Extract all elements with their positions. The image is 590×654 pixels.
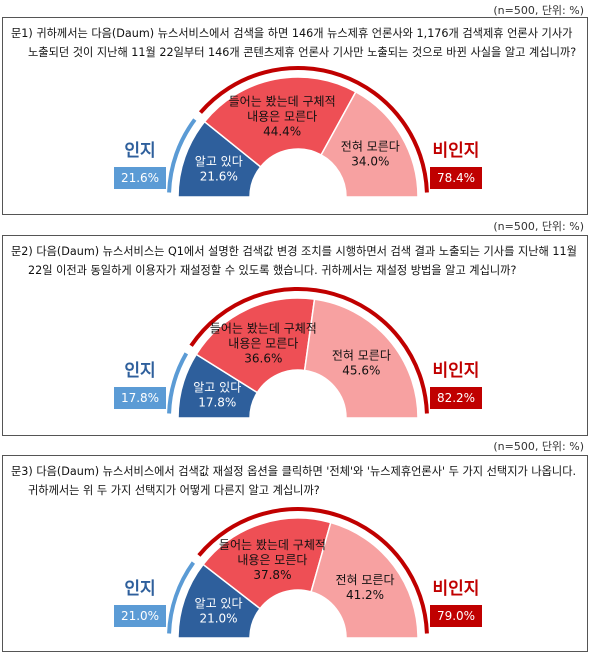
slice-category-label: 들어는 봤는데 구체적 <box>219 538 326 552</box>
slice-value-label: 44.4% <box>263 125 301 139</box>
unaware-value-badge: 79.0% <box>430 605 482 627</box>
aware-label: 인지 <box>124 141 156 161</box>
aware-rim-arc <box>167 561 195 634</box>
slice-partial <box>203 76 357 168</box>
question-text: 문2) 다음(Daum) 뉴스서비스는 Q1에서 설명한 검색값 변경 조치를 … <box>11 242 581 280</box>
slice-value-label: 45.6% <box>342 363 380 377</box>
slice-category-label: 내용은 모른다 <box>228 337 298 351</box>
slice-category-label: 전혀 모른다 <box>332 348 391 362</box>
question-line-2: 22일 이전과 동일하게 이용자가 재설정할 수 있도록 했습니다. 귀하께서는… <box>28 264 517 277</box>
slice-category-label: 전혀 모른다 <box>336 573 395 587</box>
unaware-label: 비인지 <box>432 361 480 381</box>
aware-label: 인지 <box>124 361 156 381</box>
slice-value-label: 41.2% <box>346 588 384 602</box>
unaware-summary: 비인지 82.2% <box>423 356 489 409</box>
aware-value-badge: 21.6% <box>114 167 166 189</box>
slice-category-label: 알고 있다 <box>193 380 241 394</box>
unaware-label: 비인지 <box>432 141 480 161</box>
slice-unaware <box>310 521 419 639</box>
slice-category-label: 알고 있다 <box>195 155 243 169</box>
slice-partial <box>195 297 316 394</box>
slice-value-label: 37.8% <box>253 568 291 582</box>
slice-value-label: 34.0% <box>351 155 389 169</box>
slice-value-label: 17.8% <box>198 395 236 409</box>
aware-summary: 인지 21.6% <box>107 136 173 189</box>
unaware-rim-arc <box>189 287 429 414</box>
slice-category-label: 내용은 모른다 <box>247 110 317 124</box>
question-text: 문1) 귀하께서는 다음(Daum) 뉴스서비스에서 검색을 하면 146개 뉴… <box>11 24 581 62</box>
slice-value-label: 21.0% <box>199 611 237 625</box>
unaware-rim-arc <box>198 66 429 193</box>
sample-size-note: (n=500, 단위: %) <box>493 440 584 453</box>
question-line-1: 문1) 귀하께서는 다음(Daum) 뉴스서비스에서 검색을 하면 146개 뉴… <box>11 27 573 40</box>
sample-size-note: (n=500, 단위: %) <box>493 4 584 17</box>
unaware-value-badge: 78.4% <box>430 167 482 189</box>
question-box: 문1) 귀하께서는 다음(Daum) 뉴스서비스에서 검색을 하면 146개 뉴… <box>2 17 588 215</box>
question-text: 문3) 다음(Daum) 뉴스서비스에서 검색값 재설정 옵션을 클릭하면 '전… <box>11 462 581 500</box>
slice-category-label: 들어는 봤는데 구체적 <box>210 322 317 336</box>
question-box: 문2) 다음(Daum) 뉴스서비스는 Q1에서 설명한 검색값 변경 조치를 … <box>2 235 588 436</box>
unaware-value-badge: 82.2% <box>430 387 482 409</box>
slice-unaware <box>303 298 419 419</box>
question-line-2: 귀하께서는 위 두 가지 선택지가 어떻게 다른지 알고 계십니까? <box>28 484 320 497</box>
slice-unaware <box>320 90 419 198</box>
slice-value-label: 36.6% <box>244 352 282 366</box>
question-box: 문3) 다음(Daum) 뉴스서비스에서 검색값 재설정 옵션을 클릭하면 '전… <box>2 455 588 652</box>
question-line-1: 문3) 다음(Daum) 뉴스서비스에서 검색값 재설정 옵션을 클릭하면 '전… <box>11 465 577 478</box>
slice-category-label: 내용은 모른다 <box>237 553 307 567</box>
sample-size-note: (n=500, 단위: %) <box>493 220 584 233</box>
question-line-2: 노출되던 것이 지난해 11월 22일부터 146개 콘텐츠제휴 언론사 기사만… <box>28 46 577 59</box>
slice-category-label: 전혀 모른다 <box>341 140 400 154</box>
aware-value-badge: 17.8% <box>114 387 166 409</box>
slice-partial <box>202 517 332 610</box>
unaware-summary: 비인지 78.4% <box>423 136 489 189</box>
aware-summary: 인지 17.8% <box>107 356 173 409</box>
aware-rim-arc <box>167 118 197 193</box>
slice-category-label: 알고 있다 <box>195 596 243 610</box>
slice-category-label: 들어는 봤는데 구체적 <box>229 95 336 109</box>
aware-value-badge: 21.0% <box>114 605 166 627</box>
slice-value-label: 21.6% <box>200 170 238 184</box>
unaware-summary: 비인지 79.0% <box>423 574 489 627</box>
unaware-rim-arc <box>197 507 429 634</box>
aware-summary: 인지 21.0% <box>107 574 173 627</box>
aware-label: 인지 <box>124 579 156 599</box>
question-line-1: 문2) 다음(Daum) 뉴스서비스는 Q1에서 설명한 검색값 변경 조치를 … <box>11 245 577 258</box>
unaware-label: 비인지 <box>432 579 480 599</box>
aware-rim-arc <box>167 352 189 414</box>
